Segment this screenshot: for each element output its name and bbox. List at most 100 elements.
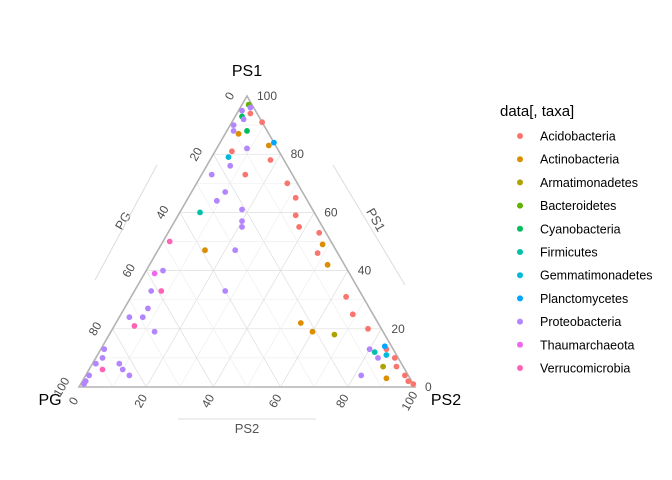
grid-line — [145, 270, 214, 388]
tick-label-ps2: 80 — [333, 391, 352, 410]
data-point — [242, 171, 249, 178]
grid-line — [347, 328, 382, 388]
data-point — [222, 288, 229, 294]
data-point — [366, 346, 373, 353]
data-point — [391, 355, 398, 361]
data-point — [381, 343, 388, 350]
data-point — [380, 363, 386, 370]
data-point — [267, 157, 274, 163]
legend-swatch — [517, 318, 523, 325]
legend-swatch — [517, 249, 523, 255]
data-point — [316, 229, 323, 236]
data-point — [213, 197, 220, 204]
legend-label: Actinobacteria — [540, 153, 619, 167]
grid-line — [162, 241, 248, 388]
data-point — [358, 372, 365, 379]
data-point — [239, 218, 245, 225]
data-point — [240, 116, 247, 123]
grid-line — [112, 328, 147, 388]
data-point — [371, 349, 378, 355]
tick-label-pg: 0 — [222, 89, 238, 102]
legend-swatch — [517, 225, 523, 232]
data-point — [151, 328, 158, 335]
legend-label: Planctomycetes — [540, 292, 628, 306]
legend-label: Firmicutes — [540, 246, 598, 260]
tick-label-ps2: 0 — [66, 394, 82, 407]
data-point — [230, 122, 237, 128]
data-point — [158, 288, 165, 294]
data-point — [126, 372, 133, 379]
data-point — [197, 209, 203, 216]
tick-label-pg: 80 — [86, 319, 105, 338]
legend-swatch — [517, 272, 523, 279]
grid-line — [246, 241, 332, 388]
axis-arrow-pg — [94, 164, 158, 281]
data-point — [151, 270, 158, 277]
data-point — [343, 293, 349, 300]
tick-label-pg: 20 — [187, 145, 206, 164]
data-point — [244, 127, 250, 134]
data-point — [208, 171, 215, 178]
data-point — [375, 355, 381, 361]
tick-label-ps1: 20 — [391, 322, 405, 336]
tick-label-ps2: 20 — [131, 391, 150, 410]
data-point — [259, 119, 265, 126]
data-point — [86, 372, 92, 379]
axis-title-ps2: PS2 — [235, 421, 260, 436]
grid-line — [129, 299, 181, 388]
data-point — [324, 261, 331, 268]
axis-titles: PS1 PG PS2 PG PS1 PS2 — [38, 63, 461, 436]
tick-label-ps1: 0 — [425, 380, 432, 394]
legend-swatch — [517, 295, 523, 302]
legend-swatch — [517, 179, 523, 186]
legend-swatch — [517, 202, 523, 209]
legend-swatch — [517, 341, 523, 348]
grid-line — [313, 299, 365, 388]
data-point — [99, 366, 106, 373]
vertex-label-top: PS1 — [232, 63, 262, 80]
data-point — [331, 331, 338, 338]
data-point — [116, 360, 123, 367]
data-point — [99, 355, 106, 361]
data-point — [225, 154, 232, 161]
data-point — [222, 189, 229, 195]
data-point — [244, 145, 250, 152]
data-point — [239, 107, 245, 114]
data-point — [292, 212, 299, 219]
data-point — [239, 206, 245, 213]
data-point — [284, 180, 291, 187]
tick-label-ps2: 100 — [398, 389, 420, 414]
tick-label-pg: 60 — [119, 261, 138, 280]
data-point — [349, 311, 356, 318]
legend-label: Proteobacteria — [540, 315, 621, 329]
data-point — [160, 267, 166, 274]
data-point — [383, 375, 390, 382]
tick-label-ps1: 100 — [257, 89, 277, 103]
data-point — [383, 352, 390, 358]
data-point — [202, 247, 208, 254]
vertex-label-left: PG — [38, 392, 61, 409]
data-point — [148, 288, 155, 294]
data-point — [319, 241, 326, 248]
data-point — [292, 194, 299, 201]
legend-swatch — [517, 133, 523, 139]
triangle-frame — [77, 94, 417, 388]
legend-label: Verrucomicrobia — [540, 362, 630, 376]
data-point — [139, 314, 146, 321]
data-point — [297, 320, 304, 326]
axis-arrow-ps1 — [332, 164, 406, 286]
data-point — [235, 130, 242, 137]
data-point — [92, 360, 99, 367]
data-point — [119, 366, 126, 373]
data-point — [247, 110, 254, 117]
grid-line — [112, 124, 265, 388]
data-point — [247, 104, 254, 111]
legend-label: Armatimonadetes — [540, 176, 638, 190]
data-point — [166, 238, 173, 245]
legend-title: data[, taxa] — [500, 103, 574, 120]
tick-label-pg: 40 — [153, 203, 172, 222]
legend-items: Acidobacteria Actinobacteria Armatimonadet… — [517, 130, 653, 376]
data-point — [131, 323, 138, 329]
